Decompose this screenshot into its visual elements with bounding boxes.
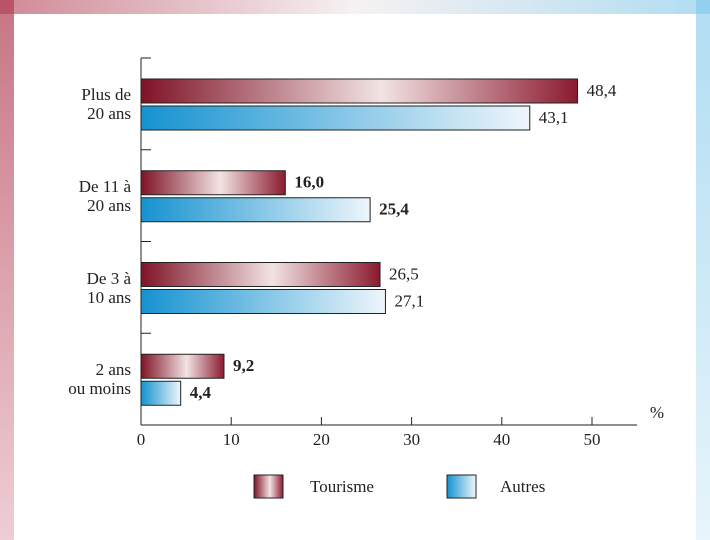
bar xyxy=(140,170,286,196)
value-label: 9,2 xyxy=(233,356,254,375)
x-tick-label: 20 xyxy=(313,430,330,449)
value-label: 26,5 xyxy=(389,264,419,283)
x-tick-label: 30 xyxy=(403,430,420,449)
value-label: 43,1 xyxy=(539,108,569,127)
bar xyxy=(140,78,579,104)
bar xyxy=(140,105,531,131)
frame-left xyxy=(0,0,14,540)
x-tick-label: 10 xyxy=(223,430,240,449)
value-label: 16,0 xyxy=(294,173,324,192)
legend-label: Tourisme xyxy=(310,477,374,496)
bar xyxy=(140,262,381,287)
value-label: 27,1 xyxy=(394,291,424,310)
bar xyxy=(140,353,225,379)
legend-swatch xyxy=(253,474,284,499)
legend-label: Autres xyxy=(500,477,545,496)
frame-top xyxy=(0,0,710,14)
x-axis-label: % xyxy=(650,403,664,422)
value-label: 4,4 xyxy=(190,383,212,402)
x-tick-label: 40 xyxy=(493,430,510,449)
frame-right xyxy=(696,0,710,540)
value-label: 25,4 xyxy=(379,200,409,219)
bar xyxy=(140,380,182,406)
legend-swatch xyxy=(446,474,477,499)
bar xyxy=(140,197,371,223)
value-label: 48,4 xyxy=(587,81,617,100)
category-label: Plus de 20 ans xyxy=(81,85,131,123)
x-tick-label: 50 xyxy=(584,430,601,449)
category-label: De 3 à 10 ans xyxy=(86,268,131,307)
category-label: 2 ans ou moins xyxy=(68,360,131,399)
bar xyxy=(140,289,386,314)
x-tick-label: 0 xyxy=(137,430,146,449)
category-label: De 11 à 20 ans xyxy=(78,176,131,215)
